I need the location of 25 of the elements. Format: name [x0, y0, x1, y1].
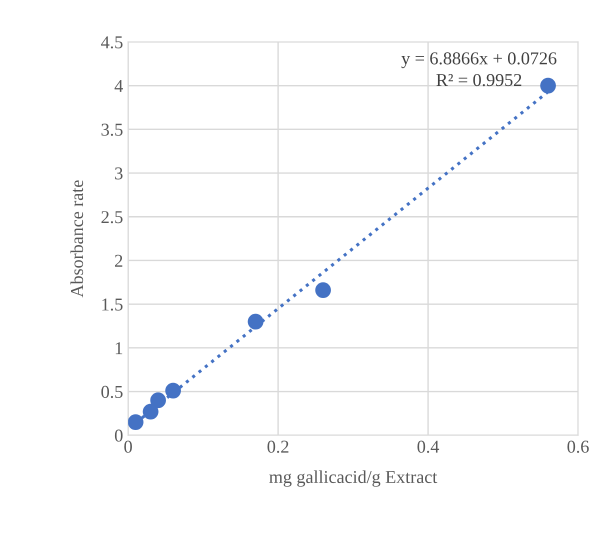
- y-axis-title: Absorbance rate: [70, 180, 84, 298]
- point: [165, 382, 181, 399]
- x-tick-label: 0: [124, 440, 132, 453]
- y-tick-label: 2: [115, 254, 122, 267]
- y-tick-label: 4: [114, 80, 123, 92]
- x-tick-label: 0.2: [268, 440, 288, 453]
- y-tick-label: 1.5: [102, 298, 123, 311]
- point: [248, 314, 264, 330]
- y-tick-label: 1: [116, 342, 122, 354]
- y-tick-label: 0: [114, 430, 123, 442]
- x-tick-label: 0.4: [417, 440, 440, 453]
- x-tick-label: 0.6: [567, 440, 589, 453]
- point: [150, 392, 166, 408]
- y-tick-label: 4.5: [101, 36, 123, 48]
- x-axis-title: mg gallicacid/g Extract: [269, 470, 438, 487]
- point: [540, 78, 556, 94]
- y-tick-label: 3: [115, 167, 123, 180]
- point: [128, 414, 144, 430]
- point: [315, 282, 331, 298]
- y-tick-label: 2.5: [101, 211, 123, 224]
- y-tick-label: 0.5: [101, 386, 123, 398]
- annotation: R² = 0.9952: [436, 74, 522, 86]
- point: [142, 404, 158, 420]
- annotation: y = 6.8866x + 0.0726: [401, 52, 556, 68]
- y-tick-label: 3.5: [102, 124, 123, 136]
